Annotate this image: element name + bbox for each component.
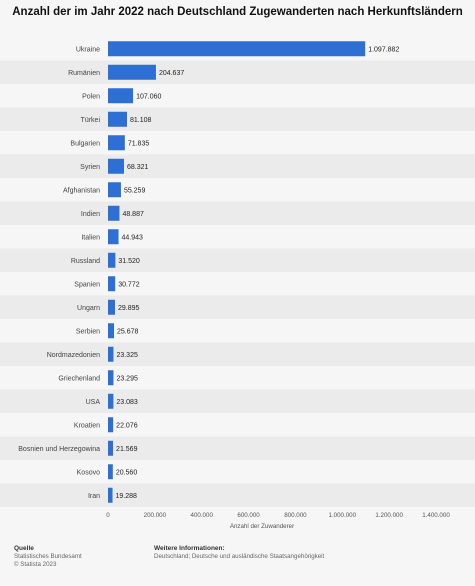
bar xyxy=(108,299,116,315)
category-label: Russland xyxy=(71,258,100,265)
row-stripe xyxy=(0,295,475,319)
value-label: 68.321 xyxy=(127,164,149,171)
value-label: 107.060 xyxy=(136,93,161,100)
tick-label: 400.000 xyxy=(191,512,214,519)
x-axis-label: Anzahl der Zuwanderer xyxy=(230,523,294,530)
category-label: Polen xyxy=(82,93,100,100)
tick-label: 200.000 xyxy=(144,512,167,519)
source-block: Quelle Statistisches Bundesamt © Statist… xyxy=(14,545,82,569)
tick-label: 600.000 xyxy=(237,512,260,519)
bar xyxy=(108,393,114,409)
bar xyxy=(108,346,114,362)
category-label: Nordmazedonien xyxy=(47,352,100,359)
bar xyxy=(108,252,116,268)
category-label: Spanien xyxy=(74,281,100,288)
value-label: 21.569 xyxy=(116,446,138,453)
bar xyxy=(108,440,114,456)
category-label: Serbien xyxy=(76,328,100,335)
category-label: Kroatien xyxy=(74,422,100,429)
info-heading: Weitere Informationen: xyxy=(154,545,225,552)
value-label: 23.295 xyxy=(116,375,138,382)
value-label: 20.560 xyxy=(116,469,138,476)
info-block: Weitere Informationen: Deutschland; Deut… xyxy=(154,545,324,561)
category-label: Syrien xyxy=(80,164,100,171)
bar xyxy=(108,41,366,57)
value-label: 48.887 xyxy=(122,211,144,218)
bar xyxy=(108,135,125,151)
category-label: Griechenland xyxy=(58,375,100,382)
value-label: 29.895 xyxy=(118,305,140,312)
value-label: 19.288 xyxy=(116,493,138,500)
info-text: Deutschland; Deutsche und ausländische S… xyxy=(154,553,325,560)
source-name: Statistisches Bundesamt xyxy=(14,553,82,560)
row-stripe xyxy=(0,154,475,178)
bar xyxy=(108,487,113,503)
chart-title: Anzahl der im Jahr 2022 nach Deutschland… xyxy=(12,6,463,18)
value-label: 22.076 xyxy=(116,422,138,429)
tick-label: 1.000.000 xyxy=(329,512,357,519)
tick-label: 0 xyxy=(106,512,110,519)
value-label: 25.678 xyxy=(117,328,139,335)
row-stripe xyxy=(0,389,475,413)
tick-label: 1.400.000 xyxy=(422,512,450,519)
bar xyxy=(108,229,119,245)
value-label: 55.259 xyxy=(124,187,146,194)
category-label: Bulgarien xyxy=(70,140,100,147)
bar xyxy=(108,464,113,480)
value-label: 23.083 xyxy=(116,399,138,406)
category-label: Rumänien xyxy=(68,70,100,77)
category-label: Ungarn xyxy=(77,305,100,312)
category-label: Afghanistan xyxy=(63,187,100,194)
category-label: Iran xyxy=(88,493,100,500)
bar xyxy=(108,205,120,221)
bar xyxy=(108,111,128,127)
value-label: 31.520 xyxy=(118,258,140,265)
value-label: 1.097.882 xyxy=(368,46,399,53)
value-label: 44.943 xyxy=(122,234,144,241)
category-label: Bosnien und Herzegowina xyxy=(18,446,100,453)
value-label: 204.637 xyxy=(159,70,184,77)
bar xyxy=(108,88,134,104)
category-label: Indien xyxy=(81,211,100,218)
category-label: Ukraine xyxy=(76,46,100,53)
bar xyxy=(108,182,121,198)
value-label: 81.108 xyxy=(130,117,152,124)
row-stripe xyxy=(0,436,475,460)
row-stripe xyxy=(0,107,475,131)
category-label: USA xyxy=(86,399,101,406)
bar xyxy=(108,64,156,80)
bar xyxy=(108,417,114,433)
chart-svg: Ukraine 1.097.882 Rumänien 204.637 Polen 107.… xyxy=(0,41,475,530)
value-label: 71.835 xyxy=(128,140,150,147)
bar-chart: Ukraine 1.097.882 Rumänien 204.637 Polen 107.… xyxy=(0,30,475,530)
bar xyxy=(108,276,116,292)
row-stripe xyxy=(0,342,475,366)
bar xyxy=(108,158,125,174)
copyright[interactable]: © Statista 2023 xyxy=(14,561,57,568)
value-label: 23.325 xyxy=(116,352,138,359)
category-label: Italien xyxy=(81,234,100,241)
row-stripe xyxy=(0,248,475,272)
source-heading: Quelle xyxy=(14,545,34,552)
bar xyxy=(108,323,115,339)
bar xyxy=(108,370,114,386)
category-label: Kosovo xyxy=(77,469,100,476)
category-label: Türkei xyxy=(81,117,101,124)
value-label: 30.772 xyxy=(118,281,140,288)
tick-label: 1.200.000 xyxy=(375,512,403,519)
row-stripe xyxy=(0,483,475,507)
tick-label: 800.000 xyxy=(284,512,307,519)
row-stripe xyxy=(0,201,475,225)
